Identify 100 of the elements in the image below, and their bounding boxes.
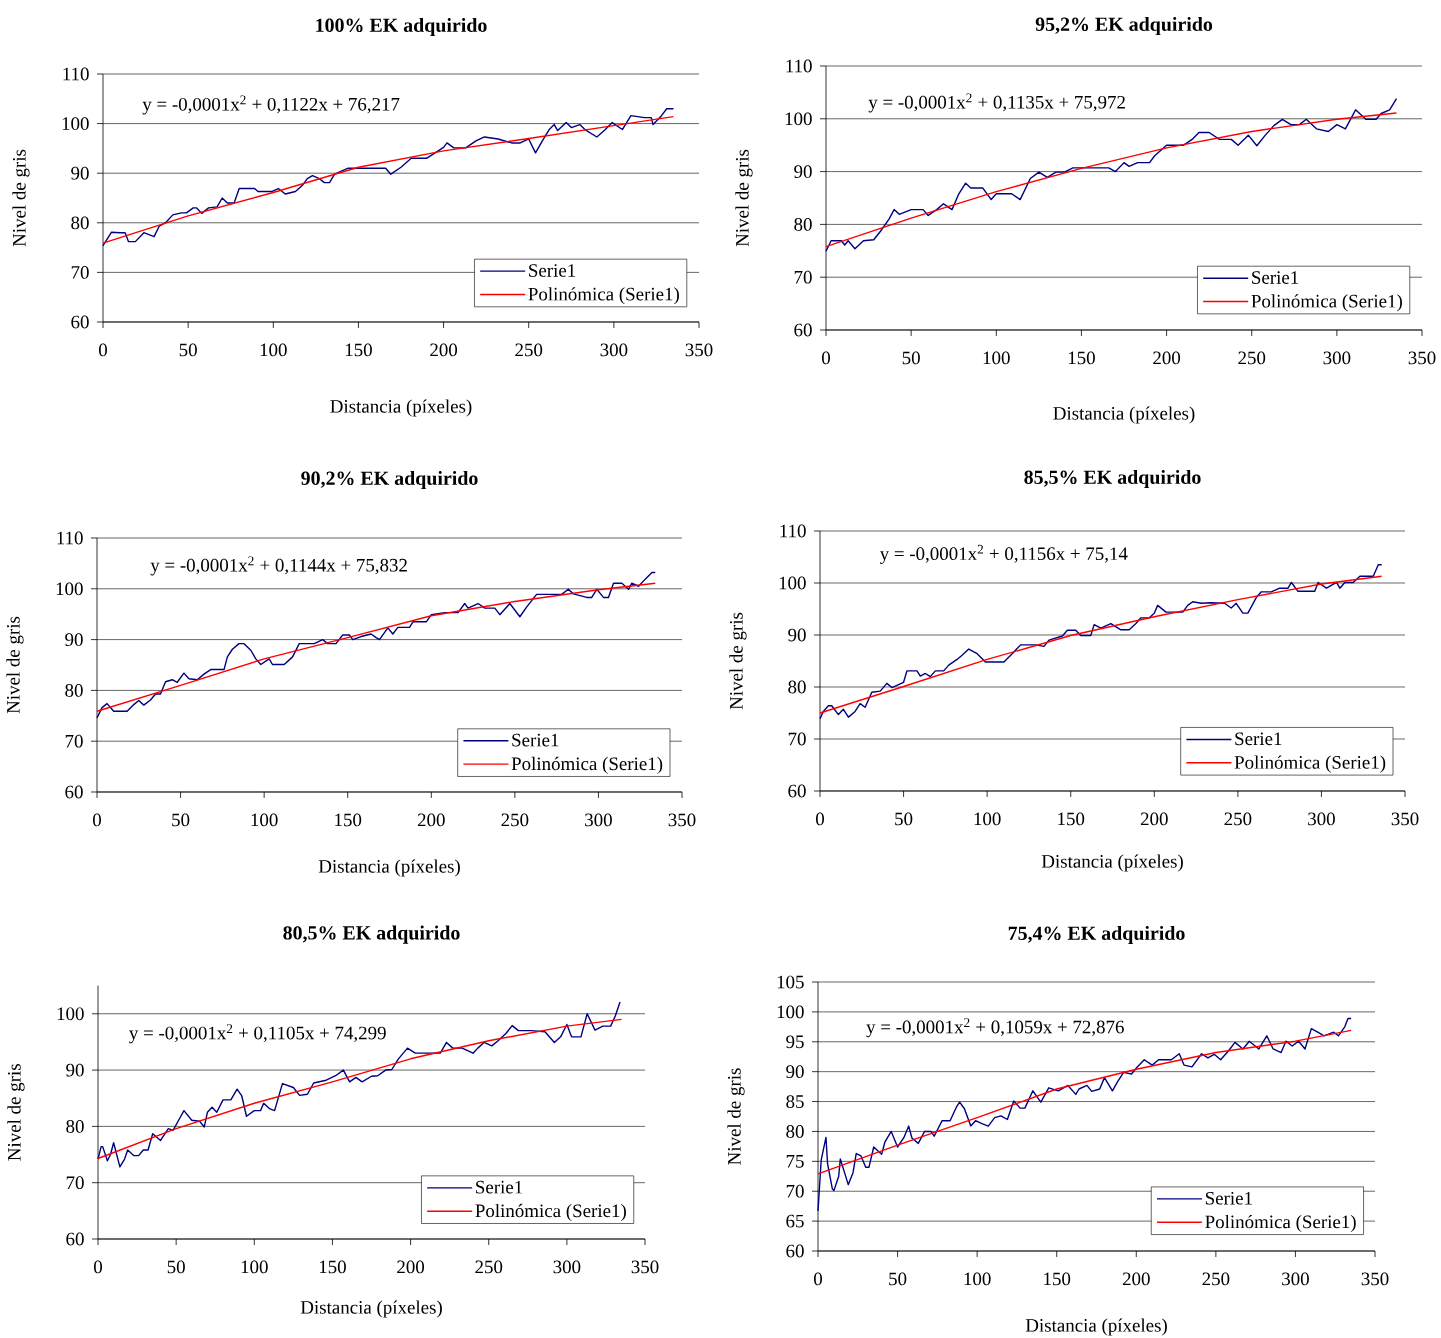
y-tick-label: 100 [785, 112, 812, 126]
legend-label: Polinómica (Serie1) [1205, 1214, 1356, 1233]
y-tick-label: 90 [65, 633, 83, 646]
x-tick-label: 200 [430, 343, 458, 357]
chart-title: 100% EK adquirido [316, 17, 487, 37]
x-tick-label: 200 [417, 813, 445, 827]
y-axis-title: Nivel de gris [735, 149, 753, 247]
y-axis-title: Nivel de gris [12, 149, 30, 247]
x-tick-label: 50 [172, 813, 190, 827]
x-tick-label: 150 [1044, 1272, 1071, 1286]
annotation: y = -0,0001x$^{2}$ + 0,1122x + 76,217 [142, 95, 400, 115]
x-axis-title: Distancia (píxeles) [330, 399, 472, 417]
y-tick-label: 80 [71, 216, 89, 230]
y-tick-label: 80 [788, 680, 806, 694]
x-tick-label: 0 [814, 1272, 823, 1286]
x-tick-label: 300 [600, 343, 628, 357]
x-tick-label: 300 [1282, 1272, 1309, 1286]
y-tick-label: 90 [788, 628, 806, 642]
y-tick-label: 80 [786, 1125, 804, 1138]
x-tick-label: 0 [816, 812, 825, 826]
line-series [817, 1017, 1352, 1212]
x-tick-label: 250 [1238, 351, 1266, 365]
y-tick-label: 60 [71, 315, 89, 329]
chart-title: 80,5% EK adquirido [283, 925, 460, 944]
x-tick-label: 100 [251, 813, 278, 827]
annotation: y = -0,0001x$^{2}$ + 0,1135x + 75,972 [868, 93, 1125, 113]
legend-label: Polinómica (Serie1) [475, 1203, 626, 1222]
x-tick-label: 150 [319, 1260, 346, 1274]
legend-label: Serie1 [512, 733, 559, 747]
y-tick-label: 110 [780, 524, 806, 538]
x-tick-label: 300 [1323, 351, 1351, 365]
y-axis-title: Nivel de gris [6, 616, 24, 714]
y-tick-label: 70 [794, 270, 812, 284]
line-series [97, 1018, 623, 1160]
x-tick-label: 50 [167, 1260, 185, 1274]
y-tick-label: 70 [65, 734, 83, 748]
x-tick-label: 250 [1224, 812, 1252, 826]
chart-title: 85,5% EK adquirido [1024, 469, 1201, 489]
x-tick-label: 200 [1122, 1272, 1150, 1286]
legend-label: Polinómica (Serie1) [1234, 755, 1386, 773]
x-tick-label: 350 [668, 813, 696, 827]
y-tick-label: 70 [66, 1176, 84, 1190]
annotation: y = -0,0001x$^{2}$ + 0,1059x + 72,876 [866, 1018, 1124, 1038]
x-tick-label: 0 [98, 343, 107, 357]
x-tick-label: 350 [1361, 1272, 1389, 1286]
x-tick-label: 0 [822, 351, 831, 365]
legend-label: Polinómica (Serie1) [528, 287, 679, 305]
y-tick-label: 65 [786, 1214, 804, 1228]
y-tick-label: 110 [63, 67, 89, 81]
annotation: y = -0,0001x$^{2}$ + 0,1105x + 74,299 [129, 1024, 386, 1044]
x-tick-label: 0 [93, 1260, 102, 1274]
x-tick-label: 100 [983, 351, 1010, 365]
y-tick-label: 75 [786, 1155, 804, 1168]
y-tick-label: 90 [794, 165, 812, 178]
x-tick-label: 50 [902, 351, 920, 365]
y-tick-label: 90 [71, 166, 89, 180]
chart-title: 90,2% EK adquirido [301, 470, 478, 490]
x-tick-label: 150 [335, 813, 362, 827]
x-tick-label: 250 [1202, 1272, 1230, 1286]
legend-label: Serie1 [1235, 732, 1282, 746]
x-tick-label: 50 [895, 812, 913, 826]
y-tick-label: 80 [65, 684, 83, 697]
y-tick-label: 110 [57, 531, 83, 545]
legend-label: Serie1 [476, 1180, 523, 1194]
x-tick-label: 150 [1058, 812, 1085, 826]
x-tick-label: 300 [553, 1260, 581, 1274]
x-axis-title: Distancia (píxeles) [300, 1300, 442, 1318]
x-axis-title: Distancia (píxeles) [318, 859, 460, 877]
x-tick-label: 250 [515, 343, 543, 357]
annotation: y = -0,0001x$^{2}$ + 0,1156x + 75,14 [879, 544, 1128, 564]
y-tick-label: 90 [786, 1065, 804, 1079]
legend-label: Serie1 [529, 264, 576, 277]
y-axis-title: Nivel de gris [7, 1064, 25, 1161]
x-tick-label: 100 [974, 812, 1001, 826]
y-tick-label: 70 [786, 1184, 804, 1198]
y-tick-label: 100 [62, 117, 89, 130]
y-axis-title: Nivel de gris [727, 1068, 745, 1165]
annotation: y = -0,0001x$^{2}$ + 0,1144x + 75,832 [150, 556, 407, 576]
x-tick-label: 350 [631, 1260, 659, 1274]
y-tick-label: 70 [788, 732, 806, 746]
y-tick-label: 105 [777, 975, 804, 989]
y-tick-label: 60 [786, 1244, 804, 1258]
x-tick-label: 350 [1408, 351, 1436, 365]
x-tick-label: 50 [889, 1272, 907, 1286]
x-tick-label: 300 [1308, 812, 1335, 826]
legend-label: Serie1 [1252, 271, 1299, 284]
y-tick-label: 90 [66, 1063, 84, 1077]
chart-title: 95,2% EK adquirido [1035, 16, 1213, 36]
x-axis-title: Distancia (píxeles) [1053, 406, 1195, 424]
x-axis-title: Distancia (píxeles) [1041, 854, 1183, 872]
x-tick-label: 350 [1391, 812, 1419, 826]
y-tick-label: 100 [777, 1005, 804, 1019]
x-tick-label: 100 [241, 1260, 268, 1274]
x-tick-label: 350 [685, 343, 713, 357]
x-tick-label: 150 [345, 343, 372, 357]
x-tick-label: 100 [964, 1272, 991, 1286]
y-tick-label: 60 [794, 323, 812, 337]
x-tick-label: 200 [1153, 351, 1181, 365]
y-tick-label: 60 [788, 784, 806, 798]
x-tick-label: 0 [92, 813, 101, 827]
